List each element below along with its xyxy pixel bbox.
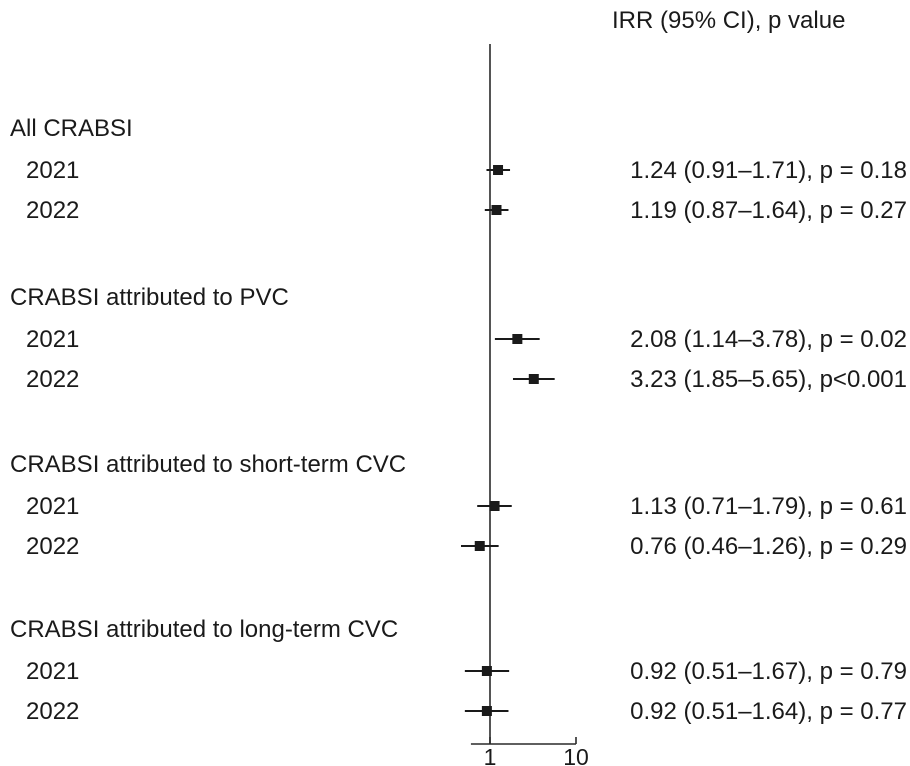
row-label: 2021 bbox=[26, 157, 79, 184]
estimate-text: 3.23 (1.85–5.65), p<0.001 bbox=[630, 366, 907, 393]
row-label: 2021 bbox=[26, 658, 79, 685]
group-label: CRABSI attributed to short-term CVC bbox=[10, 451, 406, 478]
estimate-text: 1.24 (0.91–1.71), p = 0.18 bbox=[630, 157, 907, 184]
row-label: 2022 bbox=[26, 698, 79, 725]
row-label: 2022 bbox=[26, 366, 79, 393]
group-label: CRABSI attributed to PVC bbox=[10, 284, 289, 311]
estimate-text: 1.19 (0.87–1.64), p = 0.27 bbox=[630, 197, 907, 224]
point-estimate bbox=[489, 501, 500, 511]
estimate-text: 2.08 (1.14–3.78), p = 0.02 bbox=[630, 326, 907, 353]
row-label: 2022 bbox=[26, 533, 79, 560]
row-label: 2021 bbox=[26, 493, 79, 520]
group-label: All CRABSI bbox=[10, 115, 133, 142]
x-tick-label: 1 bbox=[484, 744, 497, 766]
estimate-text: 0.76 (0.46–1.26), p = 0.29 bbox=[630, 533, 907, 560]
point-estimate bbox=[512, 334, 523, 344]
plot-area: 1 10 All CRABSI 2021 1.24 (0.91–1.71), p = 0… bbox=[10, 44, 907, 766]
estimate-text: 0.92 (0.51–1.67), p = 0.79 bbox=[630, 658, 907, 685]
row-label: 2022 bbox=[26, 197, 79, 224]
x-tick-label: 10 bbox=[563, 744, 589, 766]
column-header: IRR (95% CI), p value bbox=[612, 7, 845, 34]
point-estimate bbox=[481, 706, 492, 716]
row-label: 2021 bbox=[26, 326, 79, 353]
estimate-text: 1.13 (0.71–1.79), p = 0.61 bbox=[630, 493, 907, 520]
point-estimate bbox=[474, 541, 485, 551]
point-estimate bbox=[528, 374, 539, 384]
point-estimate bbox=[493, 165, 504, 175]
estimate-text: 0.92 (0.51–1.64), p = 0.77 bbox=[630, 698, 907, 725]
group-label: CRABSI attributed to long-term CVC bbox=[10, 616, 398, 643]
point-estimate bbox=[481, 666, 492, 676]
point-estimate bbox=[491, 205, 502, 215]
